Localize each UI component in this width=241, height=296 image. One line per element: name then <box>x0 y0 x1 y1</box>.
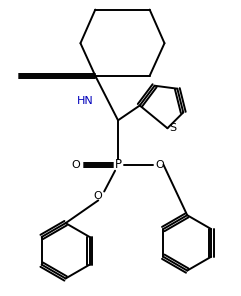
Text: P: P <box>114 158 121 171</box>
Text: O: O <box>155 160 164 170</box>
Text: O: O <box>71 160 80 170</box>
Text: HN: HN <box>77 96 94 106</box>
Text: O: O <box>93 192 102 202</box>
Text: S: S <box>169 123 176 133</box>
